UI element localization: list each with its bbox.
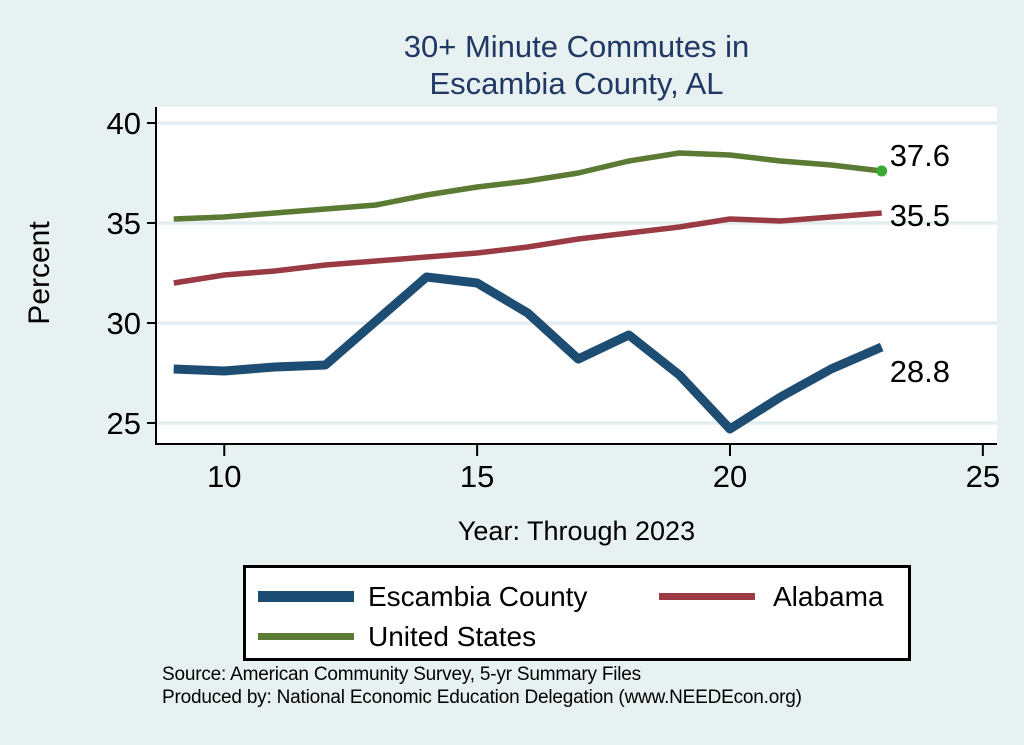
end-marker-united-states bbox=[876, 165, 888, 177]
legend-label-united-states: United States bbox=[368, 621, 537, 652]
chart-title-line1: 30+ Minute Commutes in bbox=[403, 29, 750, 64]
line-alabama bbox=[173, 210, 882, 286]
y-tick-label-25: 25 bbox=[107, 406, 141, 441]
produced-by-line: Produced by: National Economic Education… bbox=[162, 686, 802, 708]
source-line: Source: American Community Survey, 5-yr … bbox=[162, 664, 641, 685]
legend-label-escambia-county: Escambia County bbox=[368, 581, 588, 612]
plot-background bbox=[156, 107, 997, 443]
x-tick-label-10: 10 bbox=[207, 459, 241, 494]
line-united-states bbox=[173, 150, 883, 222]
y-tick-label-40: 40 bbox=[107, 106, 141, 141]
y-tick-label-30: 30 bbox=[107, 306, 141, 341]
legend-swatch-escambia-county bbox=[258, 591, 354, 602]
x-axis-title: Year: Through 2023 bbox=[457, 516, 696, 546]
legend-label-alabama: Alabama bbox=[773, 581, 884, 612]
legend-swatch-alabama bbox=[659, 593, 755, 600]
x-tick-label-20: 20 bbox=[713, 459, 747, 494]
line-escambia-county bbox=[173, 272, 884, 434]
end-value-label-alabama: 35.5 bbox=[890, 198, 950, 233]
y-tick-label-35: 35 bbox=[107, 206, 141, 241]
legend-swatch-united-states bbox=[258, 633, 354, 640]
x-tick-label-15: 15 bbox=[460, 459, 494, 494]
chart-title-line2: Escambia County, AL bbox=[429, 66, 724, 101]
source-note: Source: American Community Survey, 5-yr … bbox=[162, 664, 802, 709]
chart-title: 30+ Minute Commutes in Escambia County, … bbox=[156, 28, 997, 102]
x-tick-label-25: 25 bbox=[966, 459, 1000, 494]
end-value-label-united-states: 37.6 bbox=[890, 138, 950, 173]
legend: Escambia County Alabama United States bbox=[243, 565, 911, 661]
end-value-label-escambia-county: 28.8 bbox=[890, 354, 950, 389]
